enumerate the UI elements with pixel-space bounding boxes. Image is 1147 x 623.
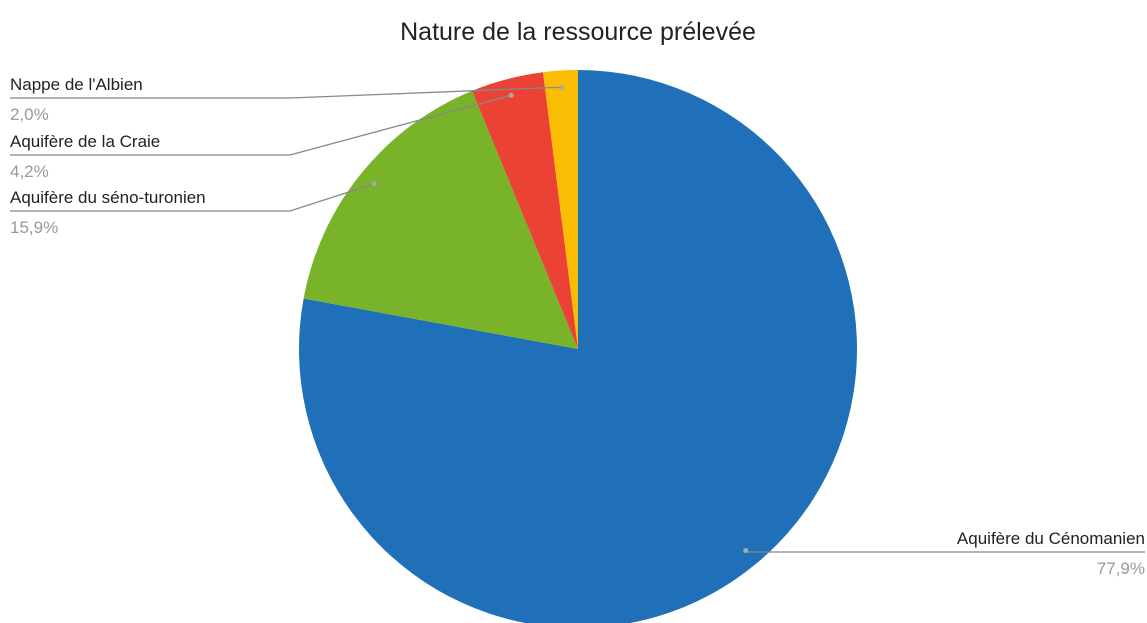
leader-dot (559, 84, 565, 90)
slice-label: Aquifère du Cénomanien (957, 529, 1145, 548)
leader-dot (743, 548, 749, 554)
leader-line (745, 550, 1145, 553)
slice-value-label: 15,9% (10, 218, 58, 237)
chart-title: Nature de la ressource prélevée (400, 18, 756, 46)
slice-label: Aquifère de la Craie (10, 132, 160, 151)
leader-line (10, 86, 562, 99)
leader-line (10, 183, 375, 212)
slice-value-label: 2,0% (10, 105, 49, 124)
pie-slice (472, 72, 578, 349)
slice-value-label: 77,9% (1097, 559, 1145, 578)
leader-line (10, 94, 512, 156)
leader-dot (371, 181, 377, 187)
pie-slice (299, 70, 857, 623)
leader-dot (508, 92, 514, 98)
pie-slice (303, 90, 578, 350)
pie-slice (543, 70, 578, 349)
slice-label: Aquifère du séno-turonien (10, 188, 206, 207)
slice-label: Nappe de l'Albien (10, 75, 143, 94)
slice-value-label: 4,2% (10, 162, 49, 181)
